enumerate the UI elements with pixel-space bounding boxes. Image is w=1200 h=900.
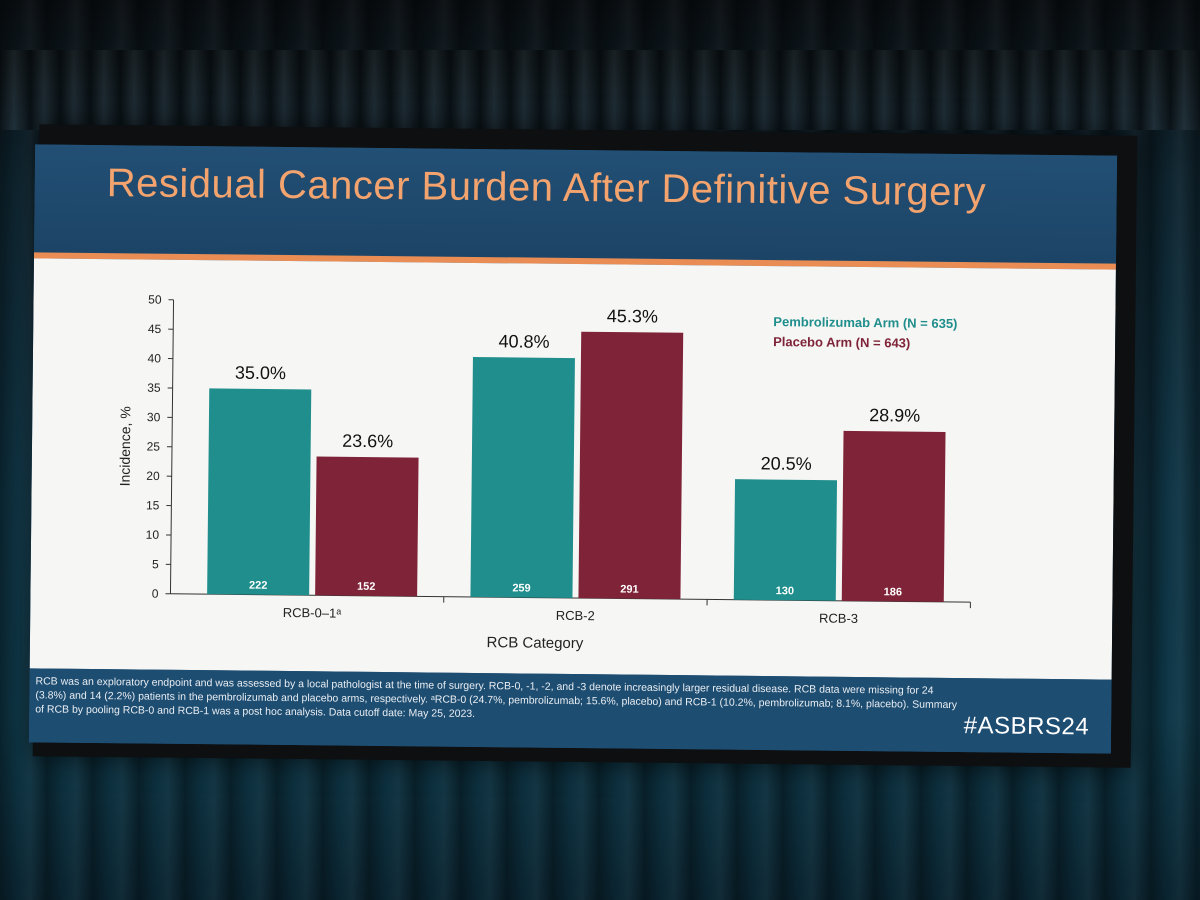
bar-value-label: 35.0% bbox=[235, 363, 286, 384]
y-axis-title: Incidence, % bbox=[117, 406, 134, 486]
y-tick-label: 45 bbox=[148, 322, 162, 336]
x-axis-line bbox=[170, 593, 971, 603]
bar-value-label: 23.6% bbox=[342, 431, 393, 452]
y-tick-label: 20 bbox=[146, 469, 160, 483]
x-category-label: RCB-0–1ᵃ bbox=[283, 605, 342, 621]
bar-placebo bbox=[841, 430, 946, 602]
curtain-valance bbox=[0, 50, 1200, 130]
y-tick-label: 25 bbox=[147, 440, 161, 454]
legend-placebo: Placebo Arm (N = 643) bbox=[773, 334, 910, 350]
x-category-label: RCB-2 bbox=[556, 608, 595, 623]
bar-count-label: 259 bbox=[512, 582, 530, 594]
hashtag: #ASBRS24 bbox=[963, 712, 1090, 741]
chart-area: 0 5 10 15 20 25 30 35 40 45 50 Incidence, % RCB-0–1ᵃ… bbox=[29, 258, 1116, 680]
bar-count-label: 222 bbox=[249, 580, 267, 592]
y-tick-label: 15 bbox=[146, 498, 160, 512]
bar-placebo bbox=[315, 456, 419, 597]
x-category-label: RCB-3 bbox=[819, 611, 858, 626]
y-tick-label: 40 bbox=[147, 351, 161, 365]
bar-chart: 0 5 10 15 20 25 30 35 40 45 50 Incidence, % RCB-0–1ᵃ… bbox=[117, 293, 971, 652]
y-tick-label: 10 bbox=[146, 528, 160, 542]
footnote-text: RCB was an exploratory endpoint and was … bbox=[35, 675, 958, 720]
x-axis-title: RCB Category bbox=[487, 634, 584, 652]
bar-value-label: 45.3% bbox=[607, 306, 658, 327]
bar-placebo bbox=[578, 331, 684, 600]
bar-value-label: 40.8% bbox=[498, 331, 549, 352]
footnote-band: RCB was an exploratory endpoint and was … bbox=[28, 668, 1112, 754]
legend-pembrolizumab: Pembrolizumab Arm (N = 635) bbox=[773, 314, 957, 331]
y-tick-label: 50 bbox=[148, 293, 162, 307]
presentation-slide: Residual Cancer Burden After Definitive … bbox=[28, 144, 1118, 754]
y-tick-label: 30 bbox=[147, 410, 161, 424]
bar-count-label: 130 bbox=[776, 585, 794, 597]
bar-count-label: 291 bbox=[620, 584, 638, 596]
slide-title: Residual Cancer Burden After Definitive … bbox=[106, 161, 987, 215]
y-tick-label: 5 bbox=[152, 557, 159, 571]
bar-pembrolizumab bbox=[733, 479, 838, 601]
bar-pembrolizumab bbox=[470, 357, 575, 599]
bar-count-label: 186 bbox=[884, 586, 902, 598]
bar-value-label: 28.9% bbox=[869, 405, 920, 426]
bar-value-label: 20.5% bbox=[761, 453, 812, 474]
title-band: Residual Cancer Burden After Definitive … bbox=[34, 144, 1118, 264]
bar-pembrolizumab bbox=[207, 388, 312, 596]
y-tick-label: 35 bbox=[147, 381, 161, 395]
y-tick-label: 0 bbox=[152, 587, 159, 601]
bar-count-label: 152 bbox=[357, 581, 375, 593]
